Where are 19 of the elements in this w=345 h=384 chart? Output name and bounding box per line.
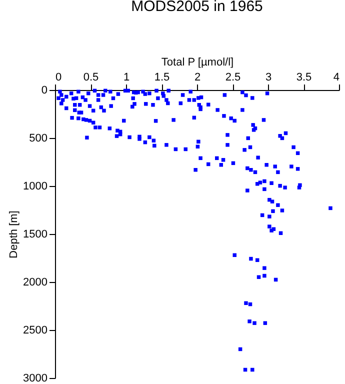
- x-tick-label: 1: [123, 72, 130, 84]
- y-tick-label: 2500: [23, 324, 48, 336]
- x-tick-label: 1.5: [154, 72, 170, 84]
- x-tick-label: 2: [194, 72, 201, 84]
- x-tick-label: 3: [265, 72, 272, 84]
- x-tick-label: 2.5: [225, 72, 241, 84]
- x-axis-title: Total P [µmol/l]: [161, 56, 234, 68]
- y-axis-title: Depth [m]: [8, 210, 20, 258]
- y-tick-label: 3000: [23, 372, 48, 384]
- y-tick-label: 0: [41, 84, 48, 96]
- y-tick-label: 1500: [23, 228, 48, 240]
- x-tick-label: 0: [56, 72, 62, 84]
- x-tick-label: 3.5: [296, 72, 312, 84]
- y-tick-label: 500: [29, 132, 48, 144]
- x-tick-label: 0.5: [83, 72, 99, 84]
- x-tick-label: 4: [333, 72, 340, 84]
- y-tick-label: 2000: [23, 276, 48, 288]
- y-tick-label: 1000: [23, 180, 48, 192]
- chart-title: MODS2005 in 1965: [131, 0, 263, 15]
